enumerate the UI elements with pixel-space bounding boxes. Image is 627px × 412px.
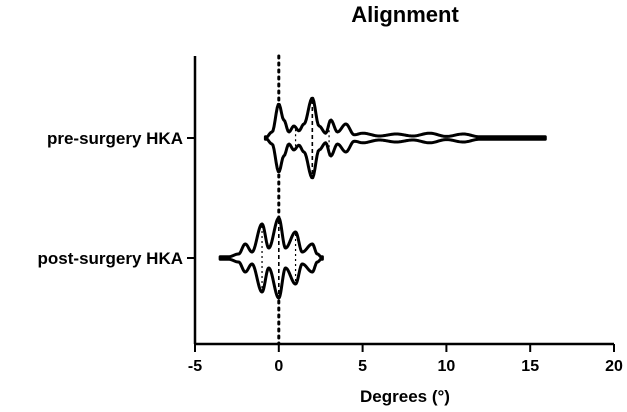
x-tick-label: 5 (358, 358, 367, 375)
chart-title: Alignment (351, 2, 459, 27)
x-tick-label: 0 (274, 358, 283, 375)
violin-shape (218, 216, 324, 300)
x-tick-label: -5 (188, 358, 202, 375)
violin-shape (263, 96, 547, 180)
x-axis-label: Degrees (°) (360, 387, 450, 406)
x-tick-label: 10 (438, 358, 456, 375)
plot-area: -5 0 5 10 15 20 pre-surgery HKA post-surgery HK… (38, 54, 623, 375)
x-tick-label: 15 (521, 358, 539, 375)
category-label: pre-surgery HKA (47, 129, 183, 148)
x-tick-label: 20 (605, 358, 623, 375)
category-label: post-surgery HKA (38, 249, 183, 268)
